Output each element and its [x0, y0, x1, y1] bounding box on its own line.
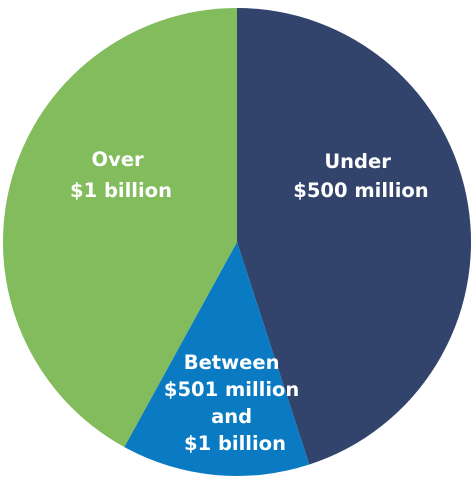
slice-label-line: Over [92, 148, 145, 171]
slice-under-500-million [237, 8, 472, 465]
slice-label-line: $500 million [293, 179, 428, 202]
slice-over-1-billion [2, 7, 238, 448]
slice-label-under-500-million: Under $500 million [293, 150, 428, 202]
slice-label-line: $1 billion [184, 432, 286, 455]
slice-label-line: Between [184, 351, 280, 374]
slice-label-line: $501 million [164, 378, 299, 401]
slice-label-line: Under [324, 150, 391, 173]
slice-label-over-1-billion: Over $1 billion [70, 148, 172, 202]
slice-label-line: and [211, 405, 252, 428]
slice-label-line: $1 billion [70, 179, 172, 202]
slice-label-between-501-million-and-1-billion: Between $501 million and $1 billion [164, 351, 306, 455]
slice-between-501-million-and-1-billion [124, 242, 310, 477]
